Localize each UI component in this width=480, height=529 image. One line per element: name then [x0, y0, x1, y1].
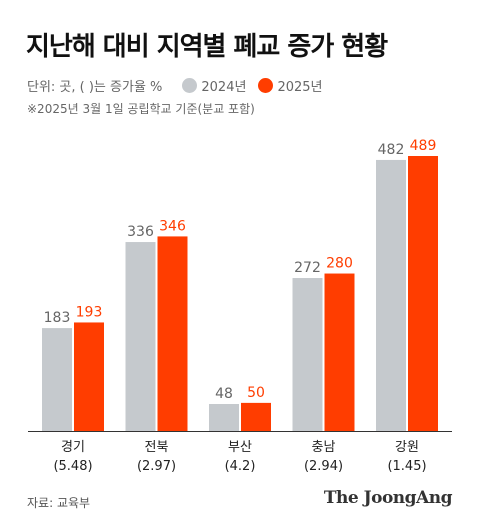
bar-2024-2: [125, 242, 156, 431]
legend-swatch-2024: [182, 78, 198, 93]
category-label-1: 경기: [61, 440, 85, 455]
brand-logo: The JoongAng: [323, 488, 453, 508]
bar-2024-3: [209, 404, 239, 431]
bar-2025-1: [74, 322, 104, 431]
legend-item-2024: 2024년: [182, 76, 246, 95]
bar-2025-4: [324, 273, 355, 431]
unit-label: 단위: 곳, ( )는 증가율 %: [27, 80, 163, 95]
category-label-5: 강원: [395, 440, 419, 455]
data-label-2025-2: 346: [159, 218, 186, 234]
data-label-2024-2: 336: [127, 224, 154, 240]
legend-swatch-2025: [258, 78, 274, 93]
bar-chart: 183 193 경기 (5.48) 336 346 전북 (2.97) 48 50 부산 (4.2) 2…: [28, 138, 452, 474]
category-label-4: 충남: [312, 440, 336, 455]
source-label: 자료: 교육부: [27, 496, 91, 510]
data-label-2024-3: 48: [215, 386, 233, 402]
data-label-2025-4: 280: [326, 256, 353, 272]
bar-2024-5: [376, 159, 406, 432]
bar-2025-5: [408, 156, 438, 431]
legend-label-2024: 2024년: [201, 80, 247, 95]
bar-2025-3: [241, 402, 271, 431]
page-title: 지난해 대비 지역별 폐교 증가 현황: [26, 32, 388, 62]
basis-note: ※2025년 3월 1일 공립학교 기준(분교 포함): [27, 102, 255, 116]
category-rate-1: (5.48): [53, 459, 92, 474]
category-label-2: 전북: [145, 440, 169, 455]
category-rate-4: (2.94): [304, 459, 343, 474]
data-label-2025-1: 193: [76, 304, 103, 320]
legend-label-2025: 2025년: [277, 80, 323, 95]
category-label-3: 부산: [228, 440, 252, 455]
bar-2025-2: [157, 236, 188, 431]
data-label-2024-1: 183: [44, 310, 71, 326]
data-label-2024-4: 272: [294, 260, 321, 276]
bar-2024-1: [42, 328, 72, 431]
category-rate-3: (4.2): [225, 459, 256, 474]
unit-legend-row: 단위: 곳, ( )는 증가율 % 2024년 2025년: [27, 76, 334, 95]
legend-item-2025: 2025년: [258, 76, 322, 95]
data-label-2025-5: 489: [410, 138, 437, 154]
legend: 2024년 2025년: [182, 76, 334, 95]
data-label-2025-3: 50: [247, 385, 265, 401]
category-rate-5: (1.45): [387, 459, 426, 474]
bar-2024-4: [292, 278, 323, 431]
data-label-2024-5: 482: [378, 142, 405, 158]
category-rate-2: (2.97): [137, 459, 176, 474]
